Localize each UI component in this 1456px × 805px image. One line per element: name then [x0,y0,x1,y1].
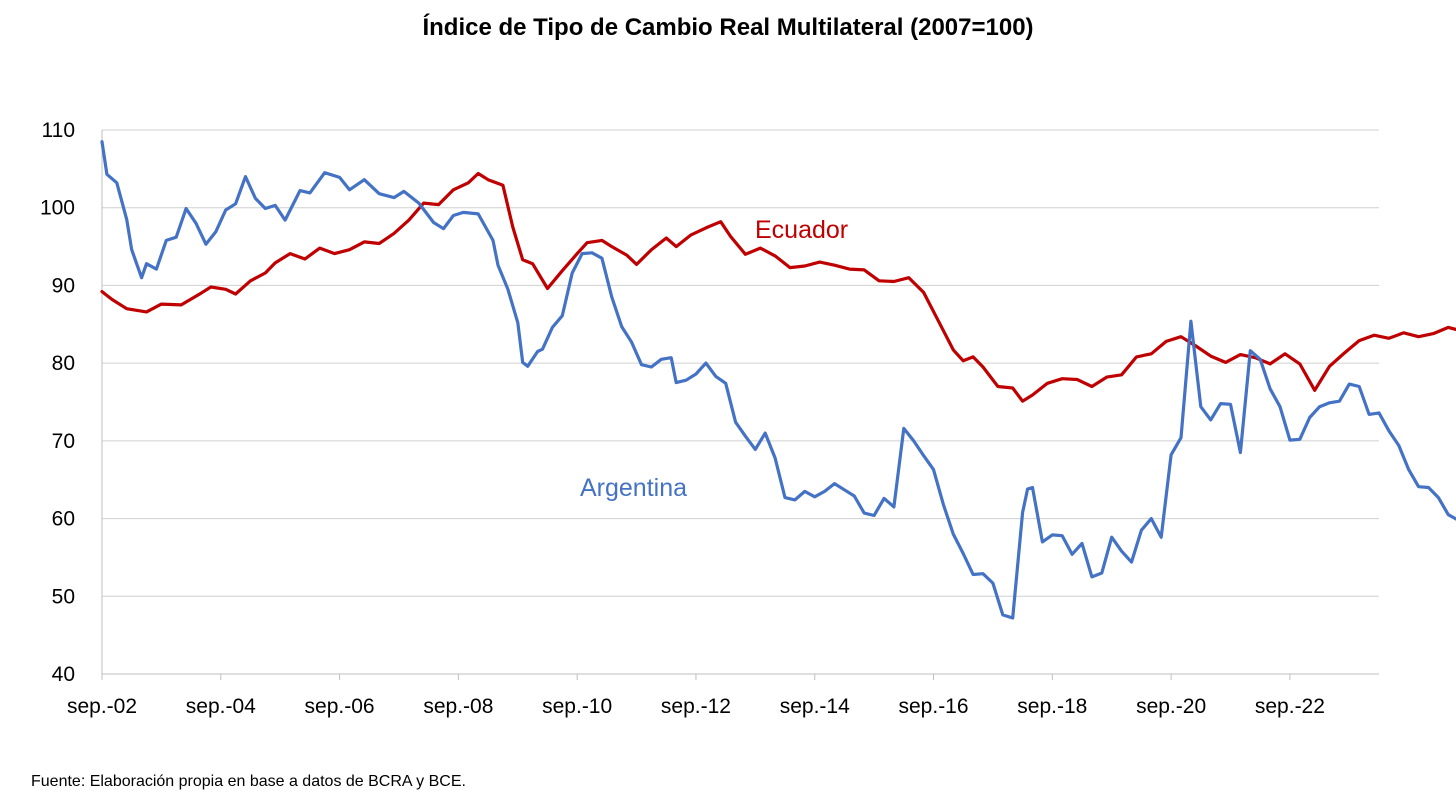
x-tick-label: sep.-04 [186,695,256,718]
x-tick-label: sep.-14 [780,695,850,718]
y-tick-label: 90 [52,274,75,297]
y-tick-label: 80 [52,352,75,375]
series-label-ecuador: Ecuador [755,216,848,244]
chart-title: Índice de Tipo de Cambio Real Multilater… [422,14,1034,41]
series-lines [100,140,1456,620]
series-label-argentina: Argentina [580,474,687,502]
y-tick-label: 40 [52,663,75,686]
x-tick-label: sep.-02 [67,695,137,718]
x-tick-label: sep.-16 [899,695,969,718]
x-tick-label: sep.-18 [1017,695,1087,718]
y-tick-label: 70 [52,430,75,453]
y-tick-label: 60 [52,508,75,531]
x-tick-label: sep.-06 [305,695,375,718]
y-tick-label: 50 [52,585,75,608]
x-tick-label: sep.-08 [423,695,493,718]
x-tick-label: sep.-10 [542,695,612,718]
gridlines [102,129,1379,597]
series-line-argentina [100,140,1456,620]
axes: 40 50 60 70 80 90 100 110 sep.-02 sep.-04 sep.-06 s… [40,119,1379,718]
x-tick-label: sep.-22 [1255,695,1325,718]
y-tick-label: 110 [42,119,75,142]
y-tick-label: 100 [40,197,75,220]
x-tick-label: sep.-20 [1136,695,1206,718]
x-tick-label: sep.-12 [661,695,731,718]
source-note: Fuente: Elaboración propia en base a dat… [31,773,466,790]
series-labels: Ecuador Argentina [580,216,848,502]
